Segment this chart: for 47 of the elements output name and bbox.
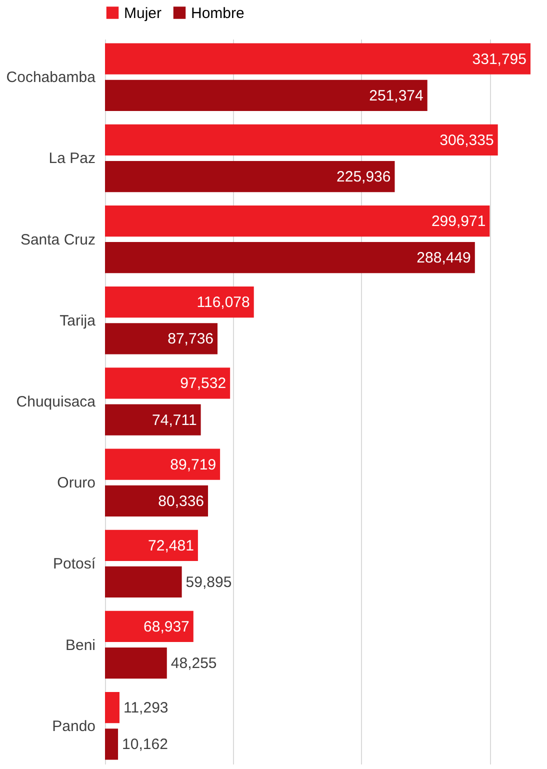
bar: [105, 648, 167, 679]
bar: [105, 242, 475, 274]
data-label: 10,162: [122, 736, 168, 754]
bar: [105, 80, 428, 111]
bar: [105, 566, 182, 598]
y-tick-label: Pando: [52, 718, 96, 735]
data-label: 11,293: [123, 700, 168, 717]
data-label: 74,711: [152, 412, 197, 429]
y-tick-label: La Paz: [48, 150, 96, 168]
data-label: 251,374: [369, 87, 424, 104]
data-label: 48,255: [170, 655, 217, 672]
y-tick-label: Beni: [65, 636, 96, 654]
bar: [105, 160, 395, 192]
data-label: 68,937: [144, 618, 190, 636]
bar: [105, 43, 530, 74]
bar: [105, 692, 120, 724]
data-label: 89,719: [170, 456, 216, 474]
data-label: 306,335: [440, 132, 494, 149]
data-label: 331,795: [472, 50, 526, 68]
bar: [105, 205, 490, 237]
y-tick-label: Tarija: [60, 312, 96, 330]
data-label: 288,449: [416, 250, 471, 267]
y-tick-label: Santa Cruz: [20, 231, 96, 248]
y-tick-label: Chuquisaca: [16, 394, 96, 410]
bar: [105, 610, 194, 642]
bar: [105, 530, 198, 561]
bar: [105, 286, 254, 318]
bar: [105, 124, 498, 156]
data-label: 299,971: [431, 213, 486, 230]
data-label: 116,078: [196, 294, 250, 312]
y-tick-label: Potosí: [52, 556, 96, 573]
bar: [105, 485, 208, 516]
legend-label: Mujer: [124, 4, 162, 22]
data-label: 225,936: [336, 168, 391, 186]
y-tick-label: Cochabamba: [6, 69, 96, 86]
bar: [105, 448, 220, 480]
bar: [105, 368, 230, 399]
data-label: 97,532: [180, 375, 226, 392]
bar: [105, 404, 201, 436]
data-label: 87,736: [168, 330, 214, 348]
bar: [105, 323, 218, 354]
bar: [105, 728, 118, 760]
data-label: 72,481: [148, 537, 194, 554]
data-label: 80,336: [158, 492, 204, 510]
data-label: 59,895: [186, 574, 232, 591]
y-tick-label: Oruro: [57, 474, 96, 492]
legend-label: Hombre: [191, 4, 244, 22]
